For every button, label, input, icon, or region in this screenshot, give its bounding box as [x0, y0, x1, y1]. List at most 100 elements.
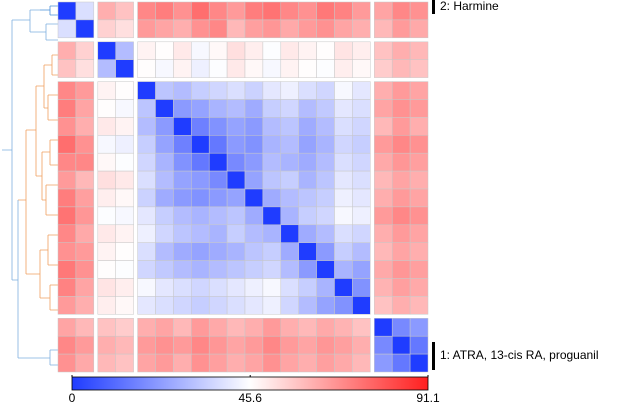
cell [97, 260, 116, 279]
cell [191, 117, 210, 136]
cell [173, 224, 192, 243]
cell [75, 41, 95, 60]
cell [316, 224, 335, 243]
cell [155, 206, 174, 226]
cell [244, 152, 264, 172]
cell [226, 296, 246, 315]
cell [391, 224, 411, 243]
cell [191, 278, 210, 297]
cell [173, 170, 192, 190]
cell [137, 224, 156, 243]
cell [298, 59, 317, 78]
cell [391, 81, 411, 100]
cell [208, 278, 228, 297]
cell [226, 81, 246, 100]
cell [75, 117, 95, 136]
cell [280, 296, 299, 315]
cell [155, 296, 174, 315]
cell [115, 152, 134, 172]
cell [75, 206, 95, 226]
cell [352, 170, 371, 190]
cell [75, 278, 95, 297]
cell [391, 278, 411, 297]
cell [115, 59, 134, 78]
cell [191, 19, 210, 39]
cell [137, 188, 156, 208]
cell [57, 296, 77, 315]
cell [374, 117, 393, 136]
cell [155, 135, 174, 154]
cell [57, 318, 77, 337]
cell [57, 59, 77, 78]
cell [137, 260, 156, 279]
cell [409, 1, 429, 21]
cell [280, 260, 299, 279]
cell [208, 260, 228, 279]
cell [244, 318, 264, 337]
cell [226, 99, 246, 118]
cell [280, 99, 299, 118]
cell [57, 19, 77, 39]
cell [391, 353, 411, 373]
cell [334, 117, 353, 136]
cell [191, 41, 210, 60]
cell [173, 19, 192, 39]
cell [334, 41, 353, 60]
cell [280, 353, 299, 373]
cell [208, 353, 228, 373]
cell [191, 170, 210, 190]
cell [75, 353, 95, 373]
cell [57, 152, 77, 172]
cell [115, 117, 134, 136]
cell [352, 41, 371, 60]
cell [334, 206, 353, 226]
cell [191, 152, 210, 172]
cell [298, 335, 317, 355]
cell [97, 135, 116, 154]
cell [316, 19, 335, 39]
cell [155, 260, 174, 279]
cell [316, 41, 335, 60]
cell [374, 335, 393, 355]
cell [244, 188, 264, 208]
cell [409, 260, 429, 279]
cell [191, 206, 210, 226]
cell [316, 260, 335, 279]
cell [137, 19, 156, 39]
cell [298, 135, 317, 154]
cell [173, 81, 192, 100]
cell [352, 353, 371, 373]
cell [155, 41, 174, 60]
cell [57, 81, 77, 100]
cell [409, 318, 429, 337]
cell [57, 242, 77, 261]
cell [226, 152, 246, 172]
cell [352, 224, 371, 243]
cell [316, 117, 335, 136]
cell [280, 278, 299, 297]
cell [191, 99, 210, 118]
cell [244, 59, 264, 78]
cell [137, 296, 156, 315]
cell [208, 206, 228, 226]
cell [298, 260, 317, 279]
cell [208, 242, 228, 261]
cell [244, 135, 264, 154]
cell [115, 81, 134, 100]
cell [97, 152, 116, 172]
cell [208, 81, 228, 100]
cell [374, 353, 393, 373]
cell [97, 296, 116, 315]
cell [137, 206, 156, 226]
cell [173, 278, 192, 297]
cell [280, 242, 299, 261]
cell [137, 1, 156, 21]
cell [75, 188, 95, 208]
cell [391, 19, 411, 39]
cell [409, 170, 429, 190]
cell [115, 188, 134, 208]
cell [191, 188, 210, 208]
cell [409, 135, 429, 154]
cell [352, 117, 371, 136]
